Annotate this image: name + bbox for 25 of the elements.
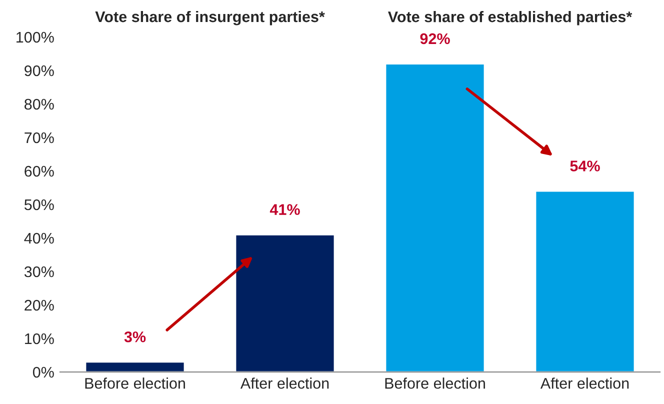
data-label: 41% xyxy=(270,204,300,215)
bar xyxy=(384,63,486,372)
y-tick-label: 100% xyxy=(16,32,54,43)
bar xyxy=(534,190,636,372)
x-tick-label: Before election xyxy=(85,378,185,389)
y-tick-label: 0% xyxy=(32,366,54,378)
data-label: 92% xyxy=(420,33,450,44)
x-tick-label: After election xyxy=(540,378,629,389)
y-tick-label: 90% xyxy=(24,65,54,76)
y-tick-label: 50% xyxy=(24,199,54,210)
y-tick-label: 60% xyxy=(24,166,54,177)
y-tick-label: 20% xyxy=(24,300,54,311)
text: Vote share of insurgent parties* xyxy=(95,10,325,26)
bar xyxy=(234,234,336,372)
data-label: 3% xyxy=(124,331,146,342)
x-tick-label: After election xyxy=(240,378,329,389)
data-label: 54% xyxy=(570,160,600,172)
text: Vote share of established parties* xyxy=(388,11,632,26)
y-tick-label: 30% xyxy=(24,266,54,278)
y-tick-label: 40% xyxy=(24,232,54,244)
y-tick-label: 80% xyxy=(24,98,54,110)
x-tick-label: Before election xyxy=(385,378,485,389)
y-tick-label: 10% xyxy=(25,333,54,344)
y-tick-label: 70% xyxy=(24,132,54,144)
bar xyxy=(84,361,186,372)
